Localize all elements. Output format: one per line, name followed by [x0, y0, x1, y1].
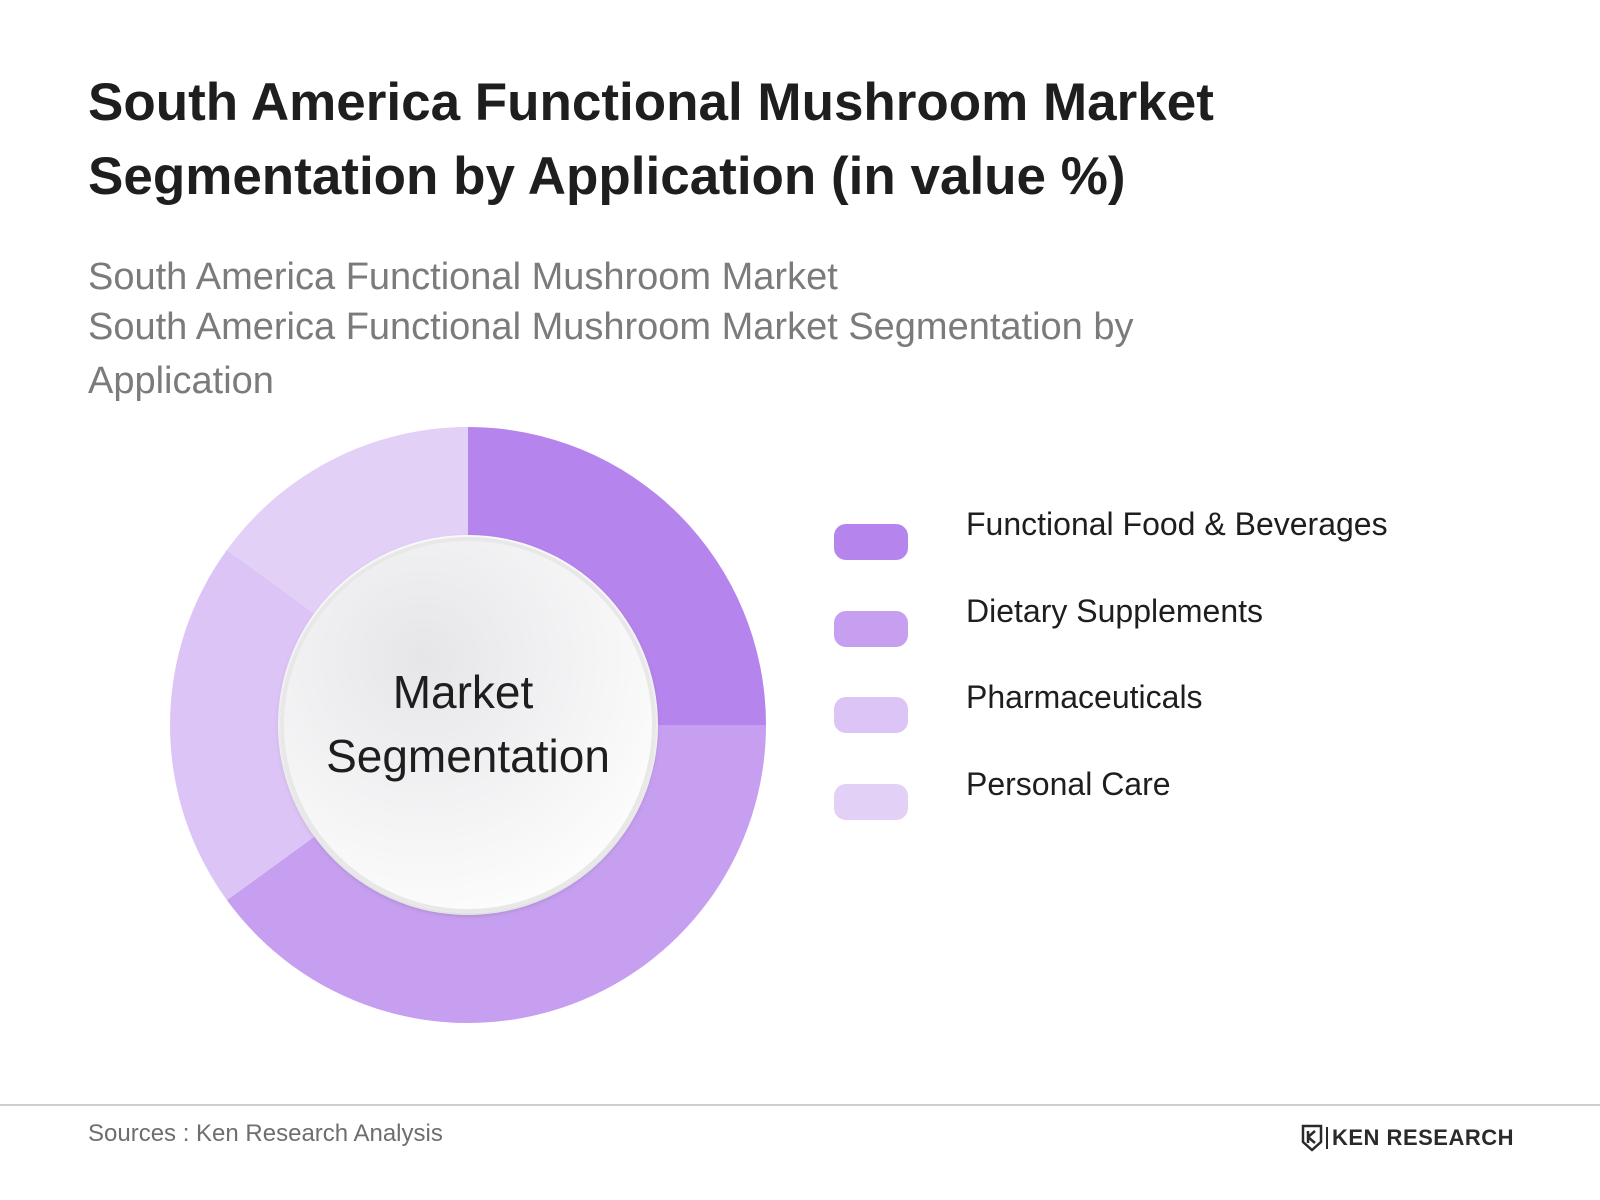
donut-slices — [169, 427, 766, 1024]
legend-swatch — [834, 610, 908, 647]
donut-center-hole — [280, 537, 656, 913]
legend-item-functional-food-beverages: Functional Food & Beverages — [834, 506, 1388, 611]
ken-research-logo-icon — [1301, 1124, 1323, 1152]
sources-note: Sources : Ken Research Analysis — [88, 1120, 443, 1147]
legend-swatch — [834, 784, 908, 821]
center-label-line2: Segmentation — [326, 730, 610, 782]
center-label-line1: Market — [393, 666, 534, 718]
legend-label: Pharmaceuticals — [966, 679, 1203, 716]
legend-label: Personal Care — [966, 766, 1171, 803]
legend-item-dietary-supplements: Dietary Supplements — [834, 593, 1388, 698]
brand-logo: KEN RESEARCH — [1300, 1124, 1514, 1152]
legend-swatch — [834, 697, 908, 734]
legend-swatch — [834, 524, 908, 560]
legend-label: Functional Food & Beverages — [966, 506, 1388, 542]
chart-title: South America Functional Mushroom Market… — [88, 73, 1214, 206]
donut-slice-dietary-supplements — [226, 725, 766, 1024]
footer-divider — [0, 1104, 1600, 1106]
donut-chart: Market Segmentation — [169, 427, 766, 1024]
donut-slice-pharmaceuticals — [169, 549, 315, 901]
chart-subtitle-market: South America Functional Mushroom Market — [88, 256, 838, 298]
chart-legend: Functional Food & Beverages Dietary Supp… — [834, 506, 1388, 871]
legend-item-personal-care: Personal Care — [834, 766, 1388, 871]
donut-slice-functional-food-beverages — [468, 427, 766, 725]
legend-label: Dietary Supplements — [966, 592, 1264, 629]
brand-name: KEN RESEARCH — [1326, 1127, 1514, 1149]
donut-slice-personal-care — [226, 427, 468, 614]
chart-subtitle-segmentation: South America Functional Mushroom Market… — [88, 306, 1134, 402]
legend-item-pharmaceuticals: Pharmaceuticals — [834, 679, 1388, 784]
